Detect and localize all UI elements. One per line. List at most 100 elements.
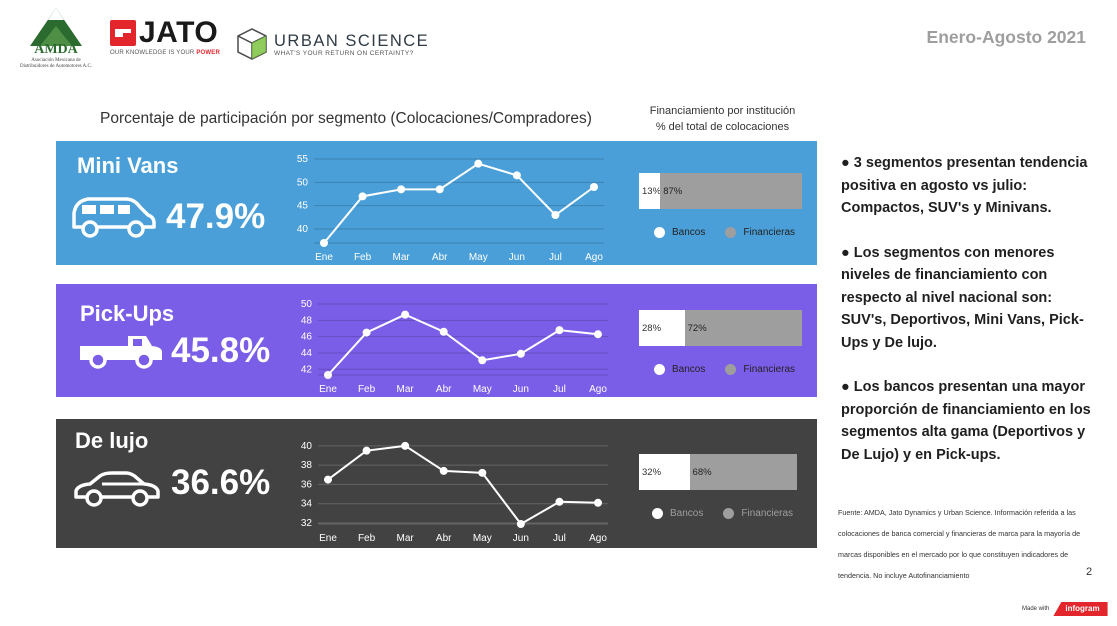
x-tick-label: Abr <box>436 384 452 395</box>
data-point <box>362 446 371 455</box>
financieras-legend-dot <box>725 364 737 375</box>
financieras-legend-label: Financieras <box>743 227 796 238</box>
y-tick-label: 44 <box>301 348 313 359</box>
y-tick-label: 32 <box>301 518 313 529</box>
financieras-legend-dot <box>725 227 737 238</box>
data-point <box>478 468 487 477</box>
financing-bar: 32% 68% <box>639 454 797 490</box>
x-tick-label: Feb <box>358 533 376 544</box>
de-lujo-line-chart: 32 34 36 38 40 Ene Feb Mar Abr May Jun Jul Ago <box>301 441 608 544</box>
infogram-logo[interactable]: infogram <box>1053 602 1108 616</box>
amda-subtitle-1: Asociación Mexicana de <box>31 58 81 63</box>
segment-name: Pick-Ups <box>80 301 175 326</box>
y-tick-label: 48 <box>301 315 313 326</box>
segment-share: 47.9% <box>166 197 266 236</box>
data-point <box>358 192 367 201</box>
data-point <box>439 466 448 475</box>
financieras-legend-dot <box>723 508 735 519</box>
amda-subtitle-2: Distribuidores de Automotores A.C. <box>19 64 93 69</box>
banks-legend-dot <box>654 364 665 375</box>
y-tick-label: 42 <box>301 364 313 375</box>
y-tick-label: 46 <box>301 332 313 343</box>
y-tick-label: 38 <box>301 460 313 471</box>
amda-logo: AMDA Asociación Mexicana de Distribuidor… <box>10 6 102 70</box>
x-tick-label: Ago <box>589 384 607 395</box>
luxury-car-icon <box>74 471 160 507</box>
financing-bar: 28% 72% <box>639 310 802 346</box>
insights-list: ● 3 segmentos presentan tendencia positi… <box>841 152 1096 488</box>
financieras-segment: 68% <box>689 454 797 490</box>
banks-legend-label: Bancos <box>672 227 706 238</box>
banks-legend-label: Bancos <box>670 508 704 519</box>
x-tick-label: Jun <box>509 252 525 263</box>
data-point <box>320 239 328 247</box>
financieras-segment: 87% <box>660 173 802 209</box>
y-tick-label: 34 <box>301 499 313 510</box>
x-tick-label: Mar <box>397 533 415 544</box>
data-point <box>551 211 560 219</box>
mountain-icon <box>30 8 82 46</box>
pick-ups-panel: Pick-Ups 45.8% 42 44 46 48 50 Ene Feb Mar Abr May… <box>56 284 817 397</box>
x-tick-label: Ago <box>585 252 603 263</box>
data-point <box>439 327 448 336</box>
financing-legend: Bancos Financieras <box>652 508 813 519</box>
segment-name: De lujo <box>75 428 149 453</box>
pick-ups-line-chart: 42 44 46 48 50 Ene Feb Mar Abr May Jun Jul Ago <box>301 299 608 395</box>
y-tick-label: 55 <box>297 154 309 165</box>
x-tick-label: Jul <box>549 252 562 263</box>
urban-science-tagline: WHAT'S YOUR RETURN ON CERTAINTY? <box>274 49 414 57</box>
x-tick-label: Jun <box>513 533 529 544</box>
data-point <box>397 185 406 194</box>
insight-bullet: ● Los bancos presentan una mayor proporc… <box>841 379 1091 463</box>
x-tick-label: May <box>473 533 492 544</box>
made-with-label: Made with <box>1022 606 1050 612</box>
jato-logo: JATO OUR KNOWLEDGE IS YOUR POWER <box>110 18 225 64</box>
pickup-truck-icon <box>80 336 162 369</box>
x-tick-label: Feb <box>354 252 372 263</box>
minivan-icon <box>72 197 156 238</box>
urban-science-logo: URBAN SCIENCE WHAT'S YOUR RETURN ON CERT… <box>236 24 436 64</box>
made-with-badge[interactable]: Made with infogram <box>1022 602 1108 616</box>
data-point <box>362 328 371 337</box>
x-tick-label: May <box>473 384 492 395</box>
data-point <box>555 326 564 335</box>
data-point <box>401 310 410 319</box>
segment-share: 36.6% <box>171 463 271 502</box>
cube-icon <box>237 28 267 60</box>
page-number: 2 <box>1086 566 1093 578</box>
series-line <box>323 162 595 244</box>
banks-legend-dot <box>654 227 665 238</box>
mini-vans-panel: Mini Vans 47.9% 40 45 50 55 Ene Feb Mar Abr May J… <box>56 141 817 265</box>
financing-title-line-2: % del total de colocaciones <box>655 121 790 133</box>
financing-title: Financiamiento por institución % del tot… <box>635 103 810 135</box>
urban-science-name: URBAN SCIENCE <box>274 31 430 50</box>
y-tick-label: 45 <box>297 201 309 212</box>
y-tick-label: 40 <box>297 224 309 235</box>
x-tick-label: May <box>469 252 488 263</box>
financing-legend: Bancos Financieras <box>654 227 815 238</box>
insight-bullet: ● 3 segmentos presentan tendencia positi… <box>841 155 1088 216</box>
data-point <box>512 171 521 180</box>
y-tick-label: 50 <box>297 177 309 188</box>
segment-share: 45.8% <box>171 331 271 370</box>
de-lujo-panel: De lujo 36.6% 32 34 36 38 40 Ene Feb Mar Abr May J… <box>56 419 817 548</box>
y-tick-label: 40 <box>301 441 313 452</box>
x-tick-label: Ene <box>315 252 333 263</box>
y-tick-label: 36 <box>301 479 313 490</box>
jato-tagline: OUR KNOWLEDGE IS YOUR POWER <box>110 50 220 56</box>
data-point <box>401 441 410 450</box>
banks-legend-dot <box>652 508 663 519</box>
data-point <box>324 371 332 379</box>
y-tick-label: 50 <box>301 299 313 310</box>
financieras-segment: 72% <box>684 310 802 346</box>
source-note: Fuente: AMDA, Jato Dynamics y Urban Scie… <box>838 508 1081 580</box>
banks-legend-label: Bancos <box>672 364 706 375</box>
x-tick-label: Mar <box>397 384 415 395</box>
financieras-legend-label: Financieras <box>741 508 794 519</box>
series-line <box>327 313 599 376</box>
financing-legend: Bancos Financieras <box>654 364 815 375</box>
x-tick-label: Jun <box>513 384 529 395</box>
x-tick-label: Ene <box>319 384 337 395</box>
banks-segment: 13% <box>639 173 661 209</box>
data-point <box>324 475 332 484</box>
